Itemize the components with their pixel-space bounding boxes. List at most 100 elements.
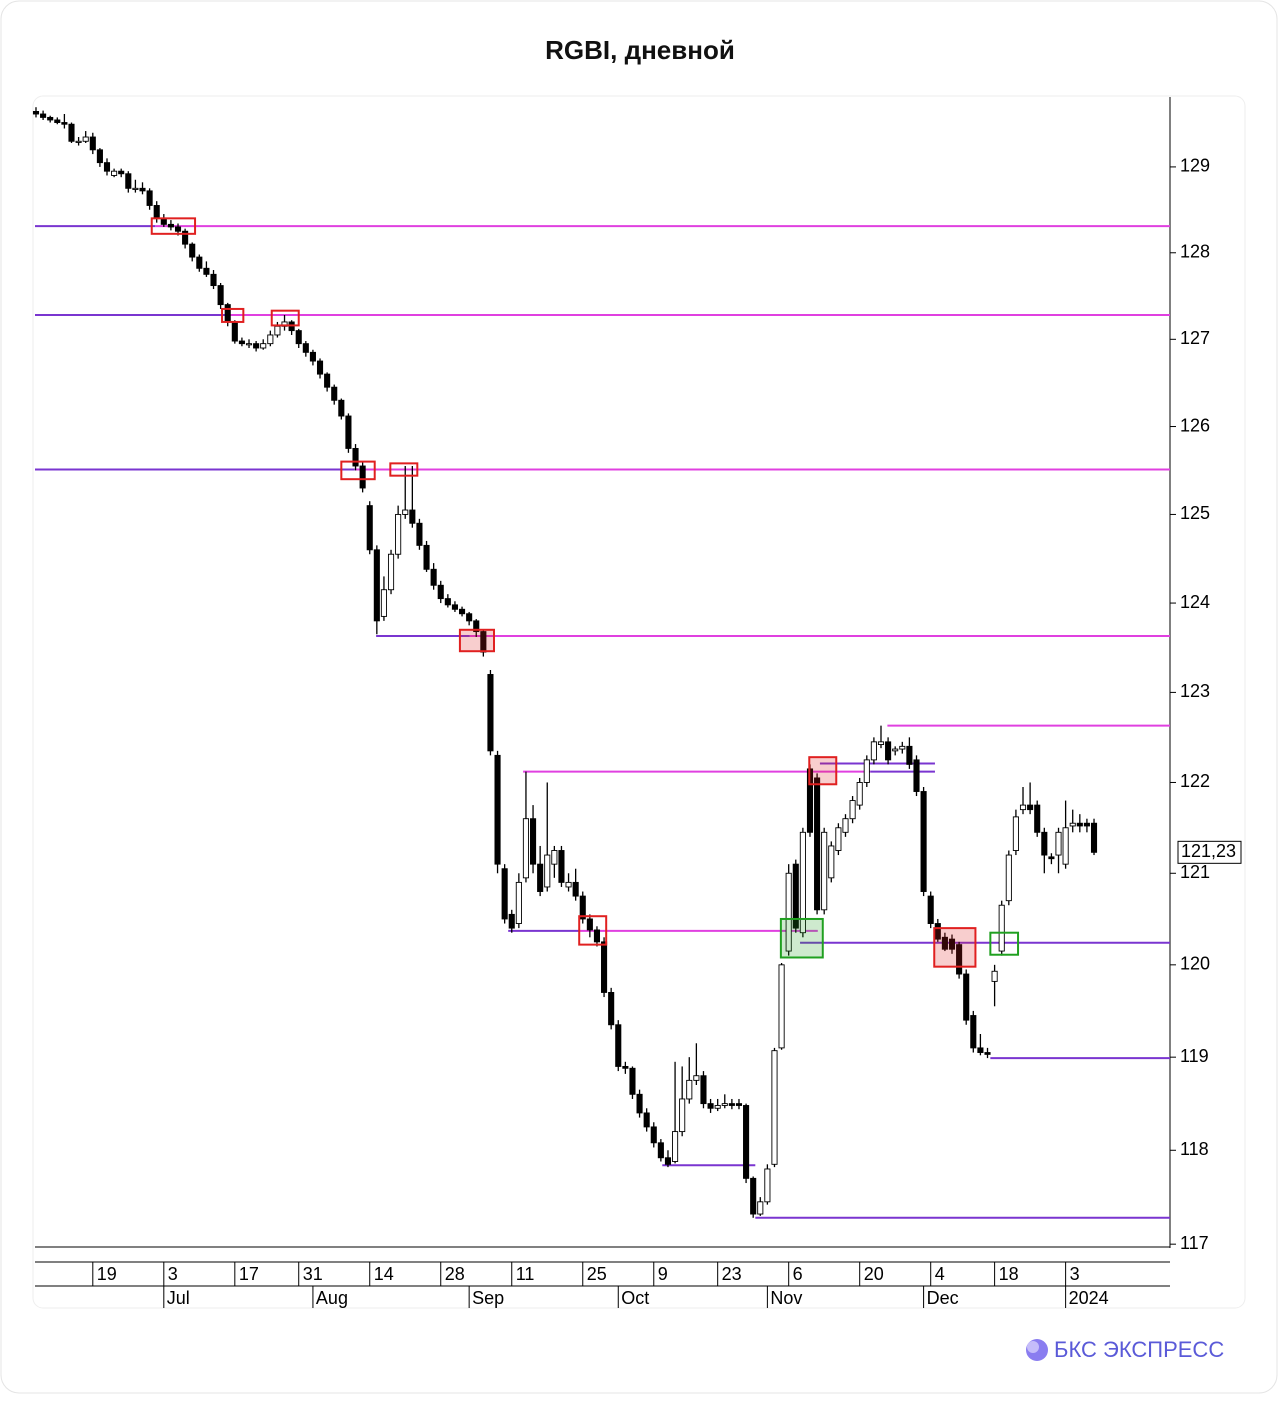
candle-body [956, 944, 963, 975]
candle-body [913, 759, 920, 792]
candle-body [622, 1065, 629, 1069]
candle-body [146, 190, 153, 206]
candle-body [778, 964, 785, 1049]
candle-body [657, 1142, 664, 1159]
candle-body [615, 1024, 622, 1067]
candle-body [764, 1168, 771, 1203]
candle-body [75, 140, 82, 143]
candle-body [395, 513, 402, 555]
x-tick-label: 4 [935, 1264, 945, 1284]
candle-body [750, 1177, 757, 1215]
candle-body [530, 818, 537, 865]
highlight-box [578, 915, 608, 946]
y-tick-label: 127 [1180, 328, 1210, 348]
candle-body [586, 918, 593, 931]
x-tick-label: 9 [658, 1264, 668, 1284]
candle-body [40, 113, 47, 118]
candle-body [324, 373, 331, 388]
highlight-box [933, 927, 977, 968]
candle-body [473, 620, 480, 633]
candle-body [679, 1098, 686, 1133]
x-tick-label: 6 [793, 1264, 803, 1284]
candle-body [870, 741, 877, 761]
candle-body [182, 230, 189, 245]
candle-body [892, 748, 899, 752]
x-tick-label: 18 [999, 1264, 1019, 1284]
candle-body [416, 522, 423, 546]
month-label: Nov [770, 1288, 802, 1308]
highlight-box [779, 917, 824, 959]
candle-body [267, 334, 274, 345]
y-tick-label: 123 [1180, 681, 1210, 701]
candle-body [686, 1079, 693, 1100]
candle-body [991, 970, 998, 982]
candle-body [167, 223, 174, 228]
candle-body [601, 941, 608, 993]
candle-body [274, 325, 281, 336]
candle-body [920, 791, 927, 892]
x-tick-label: 19 [97, 1264, 117, 1284]
candle-body [941, 936, 948, 950]
candle-body [217, 285, 224, 306]
candle-body [430, 568, 437, 586]
candle-body [338, 399, 345, 417]
x-tick-label: 25 [587, 1264, 607, 1284]
candle-body [799, 831, 806, 934]
candle-body [835, 827, 842, 851]
highlight-box [458, 628, 495, 653]
candle-body [743, 1105, 750, 1179]
candle-body [828, 845, 835, 879]
highlight-box [808, 756, 838, 786]
candle-body [1048, 856, 1055, 860]
y-tick-label: 117 [1180, 1233, 1209, 1253]
candle-body [466, 613, 473, 622]
candle-body [352, 447, 359, 467]
candle-body [593, 929, 601, 943]
month-label: Dec [927, 1288, 959, 1308]
candle-body [1034, 804, 1041, 833]
candle-body [721, 1103, 728, 1106]
candle-body [963, 973, 970, 1021]
highlight-box [270, 309, 300, 327]
x-tick-label: 11 [516, 1264, 535, 1284]
candle-body [359, 465, 366, 489]
candle-body [1076, 822, 1083, 827]
candle-body [849, 800, 856, 820]
candle-body [423, 544, 430, 570]
candle-body [714, 1105, 721, 1109]
candle-body [700, 1075, 707, 1105]
candle-body [792, 863, 799, 929]
candle-body [203, 267, 210, 275]
candle-body [316, 360, 324, 375]
y-tick-label: 128 [1180, 242, 1210, 262]
candle-body [54, 119, 61, 123]
candle-body [998, 904, 1005, 952]
candle-body [856, 782, 863, 806]
candle-body [210, 273, 217, 287]
candle-body [345, 415, 352, 449]
candle-body [977, 1047, 984, 1053]
candle-body [906, 745, 913, 765]
candle-body [82, 136, 89, 142]
x-tick-label: 3 [168, 1264, 178, 1284]
candle-body [608, 992, 615, 1026]
candle-body [643, 1112, 650, 1128]
candle-body [458, 608, 466, 615]
candle-body [757, 1201, 764, 1215]
candle-body [103, 162, 111, 172]
month-label: Jul [167, 1288, 190, 1308]
x-tick-label: 23 [722, 1264, 742, 1284]
candle-body [885, 741, 892, 761]
month-label: Aug [316, 1288, 348, 1308]
candle-body [96, 149, 103, 164]
candle-body [1069, 822, 1076, 827]
candle-body [544, 854, 551, 888]
candle-body [1005, 854, 1012, 902]
candle-body [814, 777, 821, 911]
candle-body [1055, 831, 1062, 856]
candle-body [728, 1103, 735, 1106]
candle-body [629, 1067, 636, 1095]
candle-body [522, 818, 530, 879]
candle-body [664, 1157, 672, 1165]
candle-body [409, 509, 416, 524]
